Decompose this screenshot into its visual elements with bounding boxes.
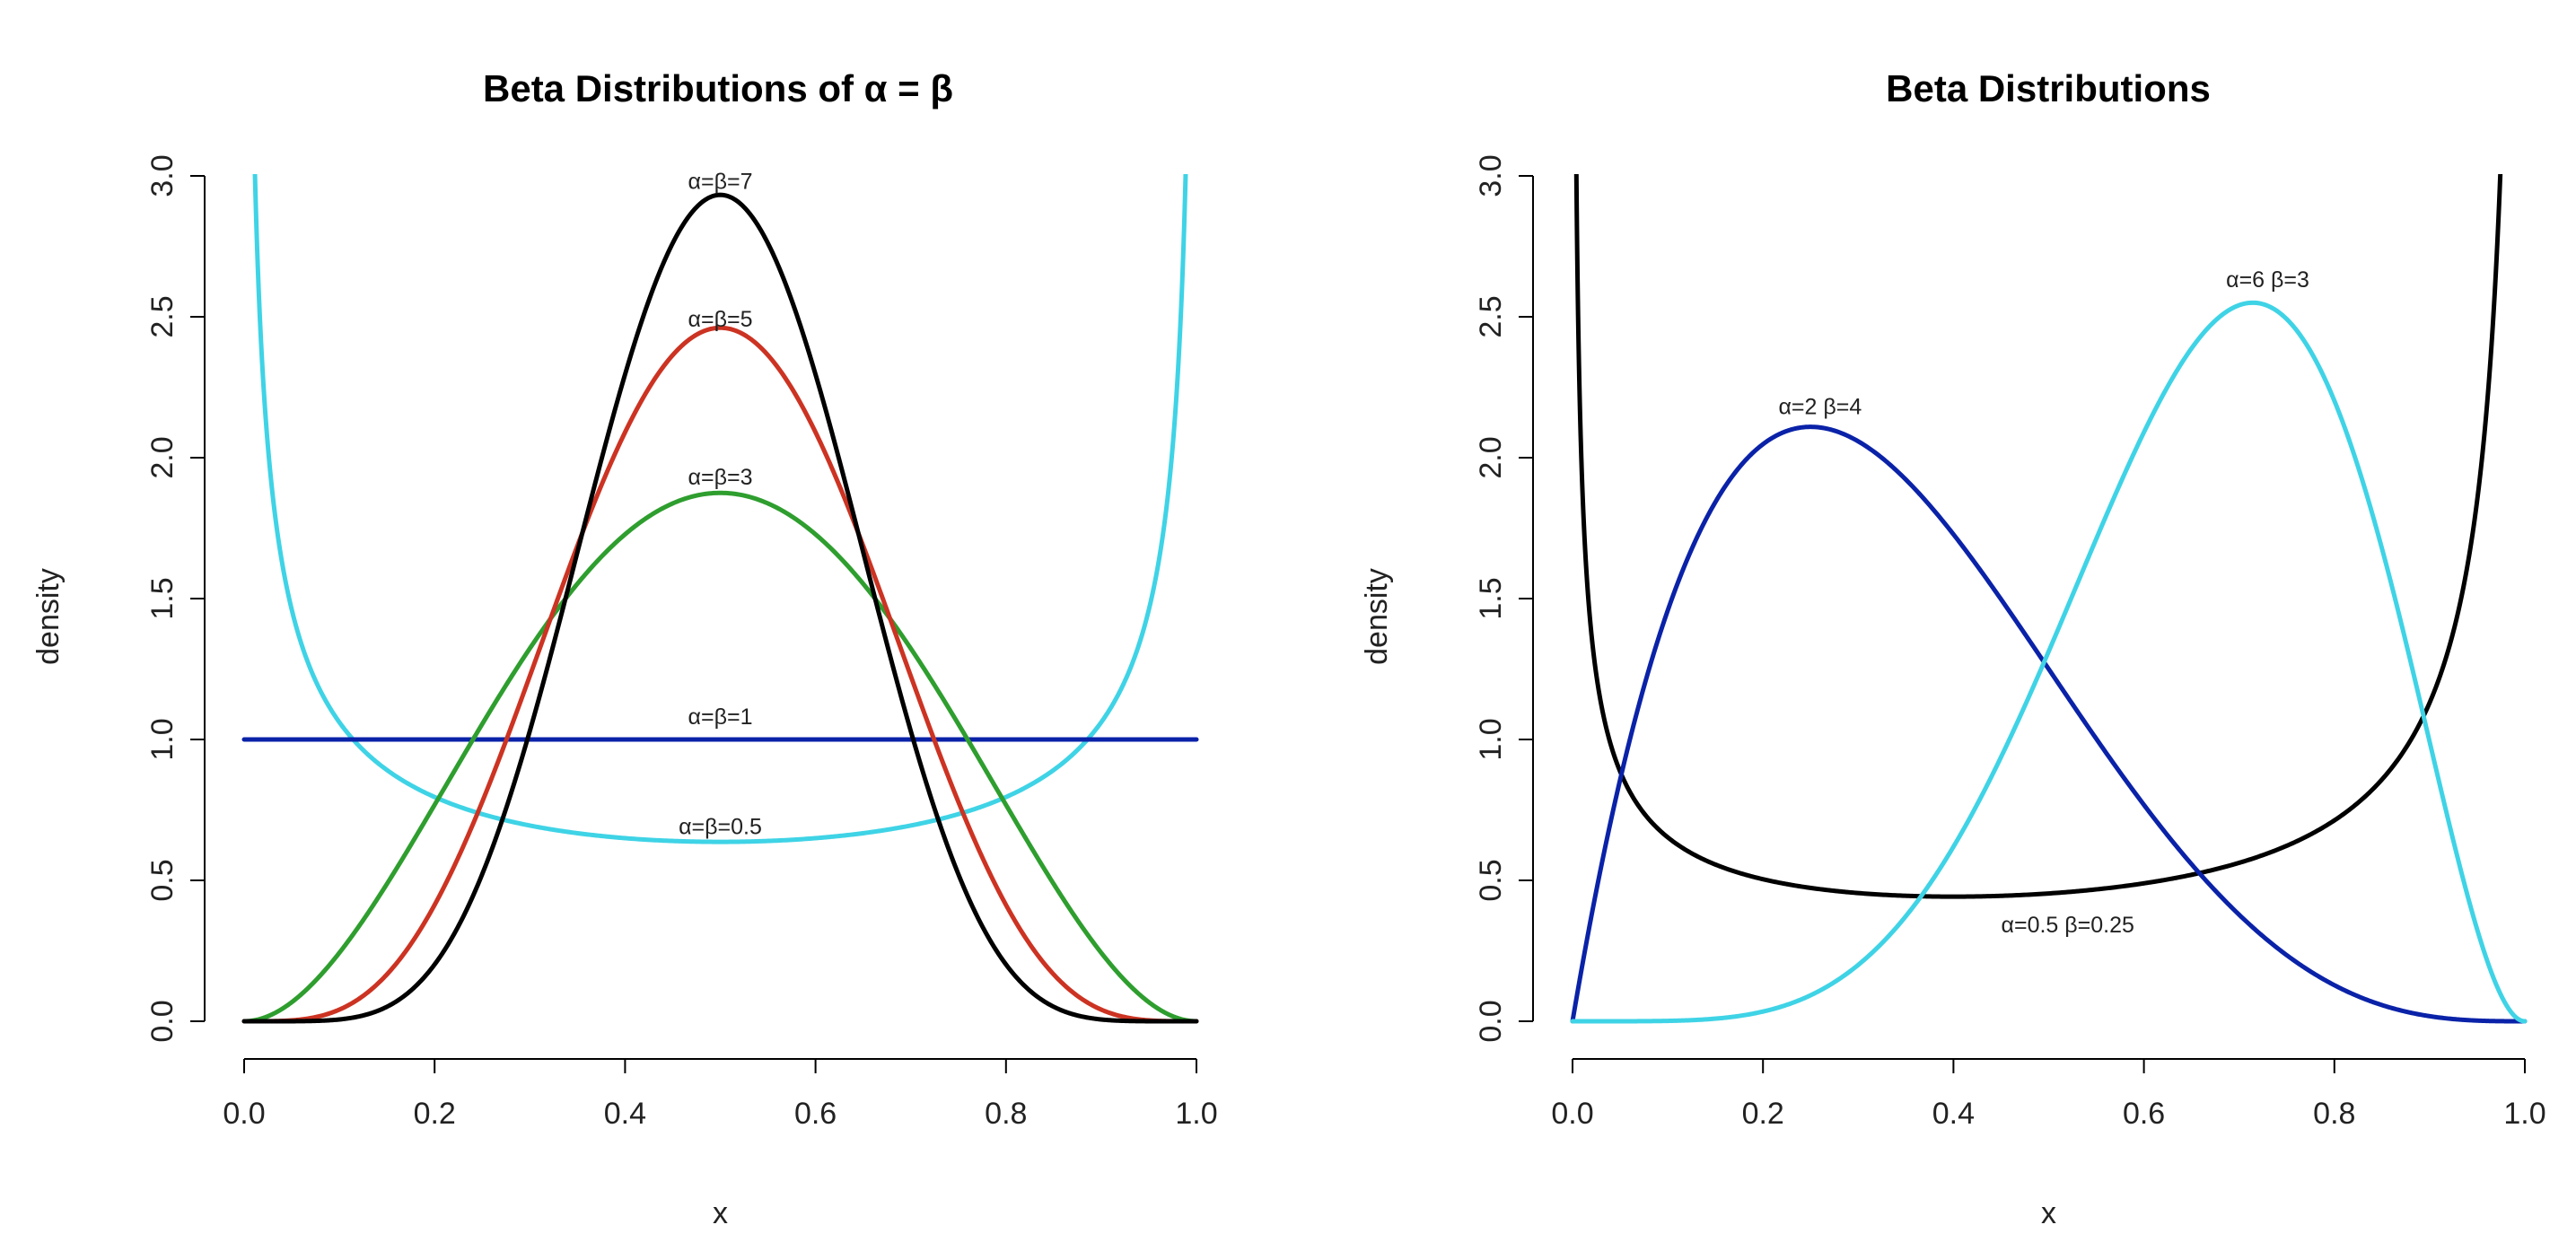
x-tick-label: 0.0 bbox=[223, 1097, 265, 1131]
series-line bbox=[241, 192, 1199, 1024]
series-line bbox=[252, 174, 1188, 844]
x-tick-label: 0.0 bbox=[1551, 1097, 1593, 1131]
chart-panel-2: Beta Distributions 0.0 0.5 1.0 1.5 2.0 2.5 3.0 d… bbox=[1360, 67, 2546, 1230]
x-tick-label: 0.8 bbox=[985, 1097, 1027, 1131]
y-tick-label: 1.0 bbox=[145, 718, 180, 760]
series-line bbox=[241, 490, 1199, 1024]
y-tick-label: 1.0 bbox=[1474, 718, 1508, 760]
chart-panel-1: Beta Distributions of α = β 0.0 0.5 1.0 1.5 2… bbox=[31, 67, 1218, 1230]
y-tick-label: 3.0 bbox=[1474, 154, 1508, 197]
series-label: α=β=0.5 bbox=[679, 814, 762, 839]
x-tick-label: 0.8 bbox=[2313, 1097, 2355, 1131]
series-line bbox=[1570, 300, 2528, 1024]
series-label: α=0.5 β=0.25 bbox=[2002, 913, 2134, 938]
plot-area bbox=[1570, 174, 2528, 1024]
series-label: α=β=7 bbox=[688, 169, 753, 194]
series-line bbox=[241, 325, 1199, 1024]
x-axis-label: x bbox=[2041, 1196, 2056, 1230]
y-axis-label: density bbox=[31, 568, 66, 665]
series-label: α=β=5 bbox=[688, 307, 753, 332]
x-tick-label: 0.6 bbox=[794, 1097, 837, 1131]
series-label: α=6 β=3 bbox=[2226, 267, 2309, 293]
y-tick-label: 1.5 bbox=[145, 577, 180, 619]
plot-area bbox=[241, 174, 1199, 1024]
chart-title: Beta Distributions bbox=[1886, 67, 2211, 109]
x-tick-label: 0.6 bbox=[2123, 1097, 2165, 1131]
series-label: α=β=3 bbox=[688, 465, 753, 490]
series-label: α=2 β=4 bbox=[1778, 394, 1862, 419]
y-tick-label: 0.0 bbox=[145, 1000, 180, 1042]
x-tick-label: 1.0 bbox=[1175, 1097, 1217, 1131]
y-tick-label: 2.0 bbox=[145, 436, 180, 478]
series-line bbox=[1573, 174, 2503, 899]
chart-title: Beta Distributions of α = β bbox=[483, 67, 953, 109]
x-tick-label: 0.4 bbox=[604, 1097, 646, 1131]
series-line bbox=[1570, 424, 2528, 1024]
x-tick-label: 0.2 bbox=[1742, 1097, 1784, 1131]
y-tick-label: 1.5 bbox=[1474, 577, 1508, 619]
x-tick-label: 0.4 bbox=[1932, 1097, 1975, 1131]
x-tick-label: 0.2 bbox=[414, 1097, 456, 1131]
y-tick-label: 0.5 bbox=[1474, 859, 1508, 901]
y-tick-label: 0.5 bbox=[145, 859, 180, 901]
y-tick-label: 0.0 bbox=[1474, 1000, 1508, 1042]
y-tick-label: 3.0 bbox=[145, 154, 180, 197]
y-tick-label: 2.5 bbox=[1474, 295, 1508, 337]
y-axis-label: density bbox=[1360, 568, 1394, 665]
x-axis-label: x bbox=[713, 1196, 728, 1230]
x-tick-label: 1.0 bbox=[2503, 1097, 2545, 1131]
y-tick-label: 2.5 bbox=[145, 295, 180, 337]
series-label: α=β=1 bbox=[688, 704, 753, 730]
y-tick-label: 2.0 bbox=[1474, 436, 1508, 478]
